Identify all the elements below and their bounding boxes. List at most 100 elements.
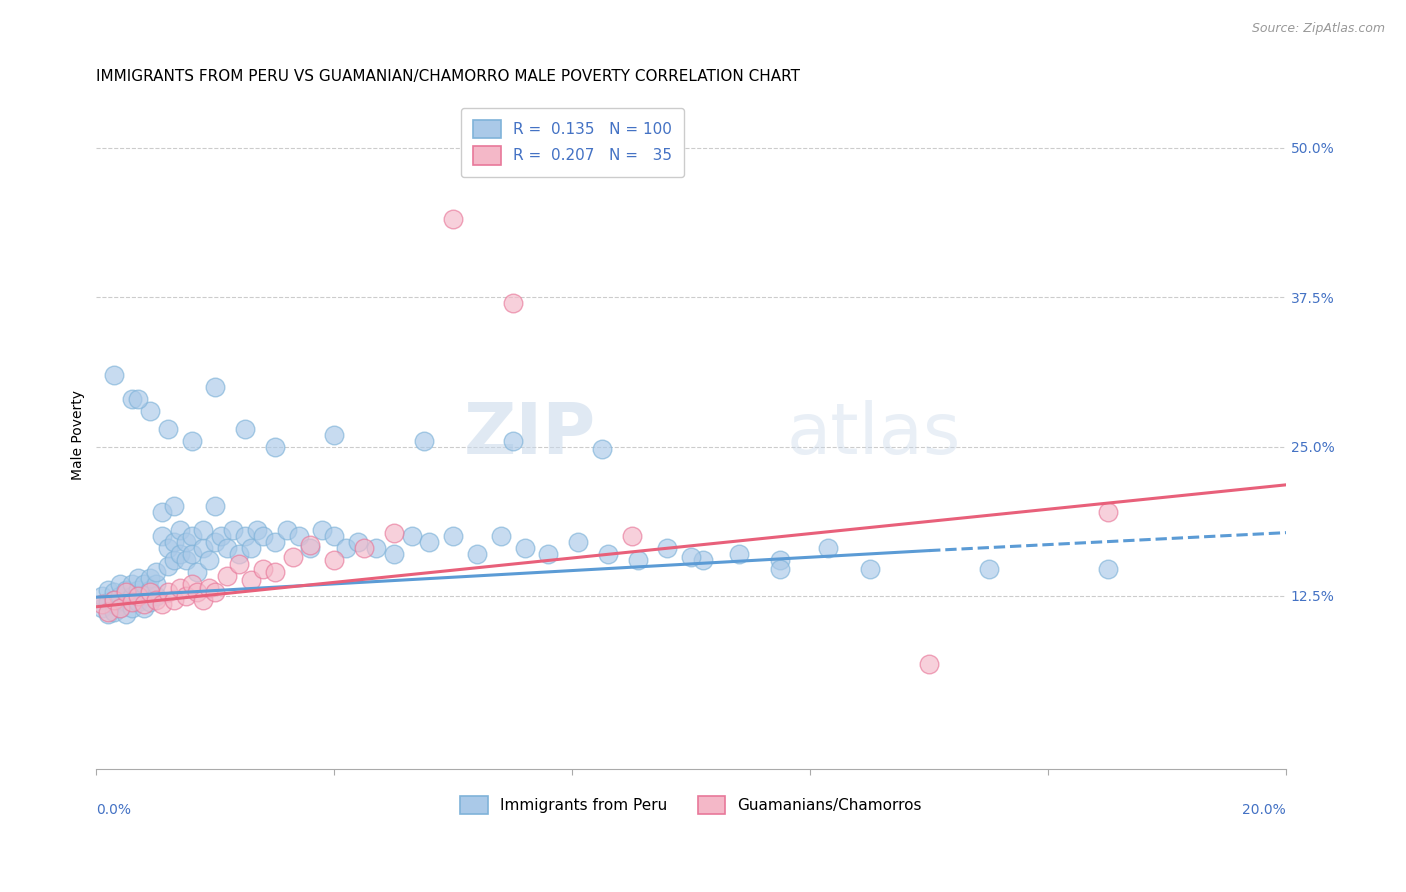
Text: Source: ZipAtlas.com: Source: ZipAtlas.com xyxy=(1251,22,1385,36)
Legend: Immigrants from Peru, Guamanians/Chamorros: Immigrants from Peru, Guamanians/Chamorr… xyxy=(453,788,929,822)
Point xyxy=(204,500,226,514)
Point xyxy=(252,529,274,543)
Point xyxy=(769,561,792,575)
Point xyxy=(150,598,173,612)
Point xyxy=(217,568,239,582)
Point xyxy=(596,547,619,561)
Point xyxy=(198,581,221,595)
Point xyxy=(323,529,346,543)
Point xyxy=(193,523,215,537)
Point xyxy=(156,422,179,436)
Point xyxy=(287,529,309,543)
Point xyxy=(193,592,215,607)
Point xyxy=(263,535,285,549)
Point xyxy=(186,585,208,599)
Point xyxy=(121,392,143,406)
Point xyxy=(323,427,346,442)
Point xyxy=(132,589,155,603)
Point xyxy=(412,434,434,448)
Point xyxy=(139,585,162,599)
Point xyxy=(169,523,191,537)
Point xyxy=(97,607,120,621)
Text: ZIP: ZIP xyxy=(464,401,596,469)
Point xyxy=(150,505,173,519)
Point xyxy=(859,561,882,575)
Point xyxy=(727,547,749,561)
Point xyxy=(513,541,536,556)
Point xyxy=(382,547,405,561)
Point xyxy=(180,434,202,448)
Point xyxy=(139,595,162,609)
Point xyxy=(918,657,941,672)
Point xyxy=(139,582,162,597)
Point xyxy=(180,577,202,591)
Point xyxy=(204,585,226,599)
Point xyxy=(127,589,149,603)
Point xyxy=(121,595,143,609)
Point xyxy=(465,547,488,561)
Point xyxy=(132,598,155,612)
Point xyxy=(1097,561,1119,575)
Point xyxy=(91,601,114,615)
Point xyxy=(108,577,131,591)
Point xyxy=(263,440,285,454)
Point xyxy=(108,589,131,603)
Point xyxy=(299,538,322,552)
Point xyxy=(252,561,274,575)
Point xyxy=(139,571,162,585)
Point xyxy=(174,553,197,567)
Point xyxy=(353,541,375,556)
Point xyxy=(222,523,245,537)
Point xyxy=(502,296,524,310)
Point xyxy=(115,582,138,597)
Point xyxy=(156,541,179,556)
Point xyxy=(115,595,138,609)
Y-axis label: Male Poverty: Male Poverty xyxy=(72,390,86,480)
Point xyxy=(692,553,714,567)
Point xyxy=(103,368,125,382)
Point xyxy=(681,549,703,564)
Point xyxy=(163,553,186,567)
Point xyxy=(169,547,191,561)
Point xyxy=(1097,505,1119,519)
Point xyxy=(150,529,173,543)
Point xyxy=(620,529,643,543)
Point xyxy=(323,553,346,567)
Point xyxy=(299,541,322,556)
Point xyxy=(127,392,149,406)
Point xyxy=(97,595,120,609)
Point xyxy=(121,577,143,591)
Point xyxy=(193,541,215,556)
Point xyxy=(209,529,232,543)
Point xyxy=(121,601,143,615)
Point xyxy=(97,605,120,619)
Point xyxy=(145,565,167,579)
Point xyxy=(103,585,125,599)
Point xyxy=(145,592,167,607)
Point xyxy=(145,577,167,591)
Point xyxy=(263,565,285,579)
Point xyxy=(163,535,186,549)
Point xyxy=(977,561,1000,575)
Point xyxy=(364,541,387,556)
Point xyxy=(627,553,650,567)
Point xyxy=(156,559,179,574)
Point xyxy=(769,553,792,567)
Point xyxy=(127,582,149,597)
Point xyxy=(228,547,250,561)
Point xyxy=(103,598,125,612)
Point xyxy=(240,541,263,556)
Point xyxy=(186,565,208,579)
Point xyxy=(233,422,256,436)
Point xyxy=(817,541,839,556)
Point xyxy=(174,535,197,549)
Text: atlas: atlas xyxy=(786,401,960,469)
Point xyxy=(418,535,440,549)
Point xyxy=(180,529,202,543)
Point xyxy=(276,523,298,537)
Point xyxy=(537,547,560,561)
Point xyxy=(108,601,131,615)
Point xyxy=(217,541,239,556)
Point xyxy=(382,525,405,540)
Point xyxy=(169,581,191,595)
